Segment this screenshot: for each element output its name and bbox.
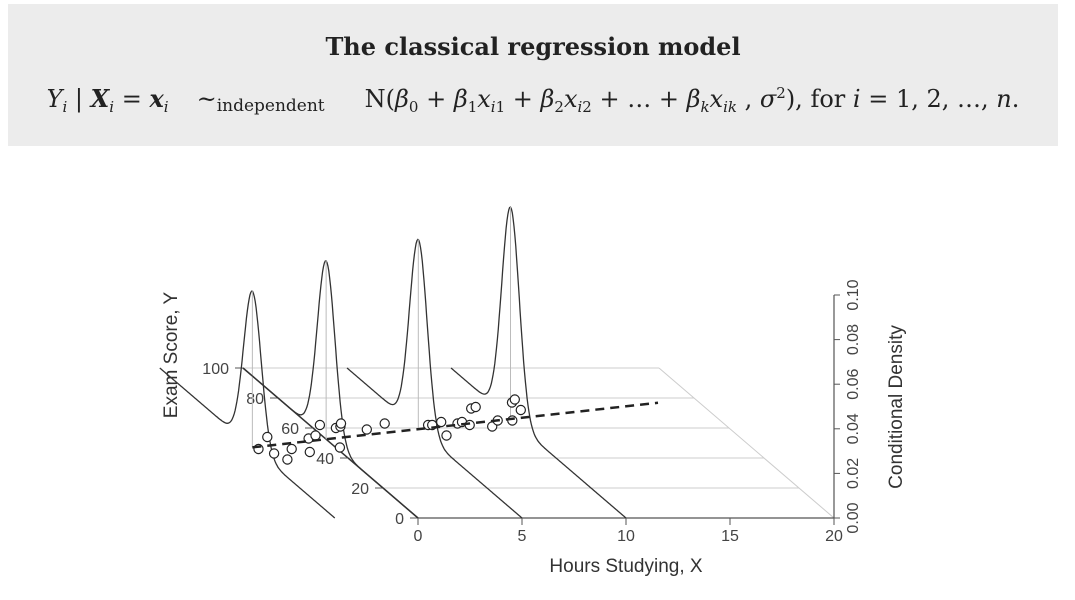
data-point [361, 424, 372, 435]
z-tick-label: 0.06 [845, 369, 862, 400]
z-axis-title: Conditional Density [886, 325, 907, 489]
floor-edge [658, 367, 835, 519]
data-point [286, 443, 297, 455]
z-tick-label: 0.08 [845, 324, 862, 355]
y-tick-label: 40 [316, 451, 334, 468]
y-axis-title: Exam Score, Y [161, 291, 182, 418]
data-point [436, 416, 447, 428]
x-tick-label: 15 [721, 528, 739, 545]
y-tick-label: 80 [246, 391, 264, 408]
banner-title: The classical regression model [325, 32, 741, 61]
data-point [335, 418, 347, 429]
z-tick-label: 0.04 [845, 413, 862, 444]
density-curves [159, 206, 627, 519]
y-tick-label: 20 [351, 481, 369, 498]
data-point [310, 430, 321, 441]
data-point [515, 404, 527, 416]
banner: The classical regression model Yi | Xi =… [8, 4, 1058, 146]
y-tick-label: 100 [202, 361, 229, 378]
data-point [268, 448, 280, 459]
x-tick-label: 20 [825, 528, 843, 545]
density-curve [242, 260, 419, 519]
y-axis: 0 20 40 60 80 100 [202, 361, 419, 528]
data-point [509, 394, 520, 405]
density-curve [450, 206, 627, 519]
data-point [304, 446, 315, 458]
x-tick-label: 5 [518, 528, 527, 545]
data-point [507, 415, 518, 426]
x-tick-label: 10 [617, 528, 635, 545]
regression-line-group [252, 401, 659, 449]
x-axis: 0 5 10 15 20 [414, 517, 843, 545]
data-point [314, 419, 326, 431]
model-equation: Yi | Xi = xi ~independent N(β0 + β1xi1 + β… [46, 84, 1020, 116]
data-point [334, 442, 346, 453]
x-tick-label: 0 [414, 528, 423, 545]
data-point [379, 418, 390, 429]
data-point [441, 430, 452, 441]
density-curve [159, 290, 336, 519]
regression-line [252, 401, 659, 449]
x-axis-title: Hours Studying, X [549, 556, 702, 577]
density-axis: 0.00 0.02 0.04 0.06 0.08 0.10 [833, 279, 862, 534]
z-tick-label: 0.10 [845, 279, 862, 310]
z-tick-label: 0.02 [845, 458, 862, 489]
data-point [262, 431, 273, 443]
y-tick-label: 60 [281, 421, 299, 438]
data-point [282, 454, 293, 465]
y-tick-label: 0 [395, 511, 404, 528]
z-tick-label: 0.00 [845, 502, 862, 533]
density-curve [346, 238, 523, 519]
data-point [470, 401, 481, 413]
